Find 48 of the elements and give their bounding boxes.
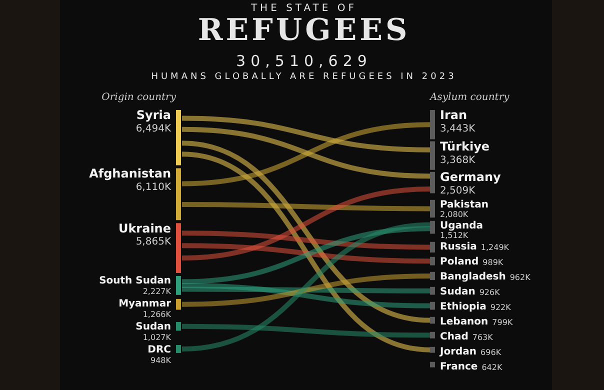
category-label: Myanmar <box>118 298 172 310</box>
category-label: Iran <box>440 108 468 122</box>
data-label: 799K <box>492 318 514 327</box>
data-label: 6,110K <box>136 182 172 193</box>
text: 30,510,629 <box>235 52 373 70</box>
category-label: Türkiye <box>440 139 490 154</box>
data-label: 2,080K <box>440 210 469 219</box>
data-label: 6,494K <box>136 124 172 135</box>
data-label: 1,266K <box>142 310 172 320</box>
text: Origin country <box>100 92 177 105</box>
category-label: Sudan <box>440 286 476 298</box>
data-label: 2,509K <box>440 185 476 196</box>
data-label: 3,443K <box>440 124 476 135</box>
data-label: 696K <box>480 348 502 357</box>
category-label: Jordan <box>439 346 477 358</box>
category-label: Pakistan <box>440 199 488 210</box>
text: THE STATE OF <box>250 3 358 14</box>
data-label: 962K <box>510 272 532 282</box>
data-label: 763K <box>472 332 494 342</box>
data-label: 926K <box>479 288 501 297</box>
category-label: Ethiopia <box>440 301 486 312</box>
text: HUMANS GLOBALLY ARE REFUGEES IN 2023 <box>150 72 458 82</box>
category-label: Bangladesh <box>440 271 506 282</box>
category-label: Afghanistan <box>89 166 171 180</box>
data-label: 989K <box>482 258 504 267</box>
category-label: South Sudan <box>99 276 171 287</box>
category-label: France <box>440 361 478 372</box>
category-label: DRC <box>148 344 171 356</box>
data-label: 5,865K <box>136 236 172 248</box>
data-label: 642K <box>482 362 503 372</box>
data-label: 1,512K <box>440 230 469 240</box>
category-label: Lebanon <box>440 316 488 328</box>
text: Asylum country <box>430 92 510 105</box>
category-label: Chad <box>440 331 468 342</box>
category-label: Syria <box>136 108 171 122</box>
category-label: Sudan <box>136 322 171 333</box>
data-label: 1,027K <box>142 333 172 342</box>
category-label: Ukraine <box>118 221 171 236</box>
data-label: 948K <box>150 356 172 366</box>
text: REFUGEES <box>196 13 412 48</box>
data-label: 3,368K <box>440 154 476 166</box>
category-label: Uganda <box>440 220 484 232</box>
data-label: 1,249K <box>480 242 510 252</box>
category-label: Russia <box>440 241 477 252</box>
data-label: 2,227K <box>142 287 172 296</box>
category-label: Poland <box>440 256 479 268</box>
data-label: 922K <box>490 302 512 312</box>
category-label: Germany <box>440 170 502 184</box>
